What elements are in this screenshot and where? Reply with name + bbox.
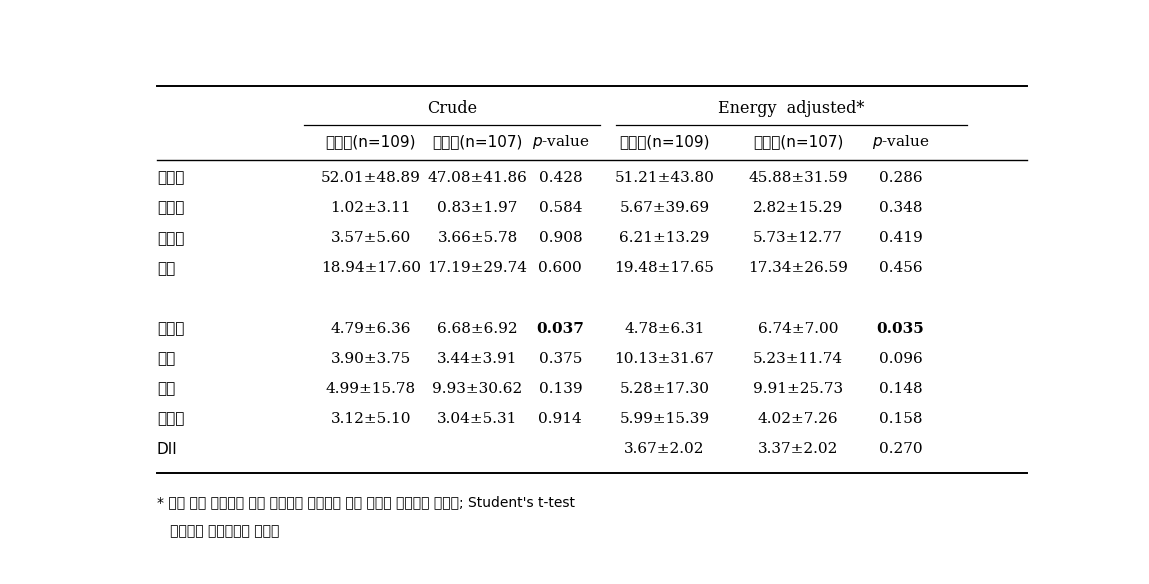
Text: 0.158: 0.158 xyxy=(879,412,923,426)
Text: 5.67±39.69: 5.67±39.69 xyxy=(619,201,710,215)
Text: DII: DII xyxy=(157,442,178,457)
Text: 0.037: 0.037 xyxy=(537,322,585,336)
Text: 생선: 생선 xyxy=(157,261,176,276)
Text: 5.73±12.77: 5.73±12.77 xyxy=(754,231,843,245)
Text: $p$-value: $p$-value xyxy=(532,133,589,151)
Text: 5.23±11.74: 5.23±11.74 xyxy=(753,352,843,366)
Text: 0.419: 0.419 xyxy=(879,231,923,245)
Text: 3.90±3.75: 3.90±3.75 xyxy=(331,352,411,366)
Text: 0.456: 0.456 xyxy=(879,262,923,276)
Text: 0.348: 0.348 xyxy=(879,201,923,215)
Text: Energy  adjusted*: Energy adjusted* xyxy=(718,100,865,117)
Text: 0.584: 0.584 xyxy=(539,201,583,215)
Text: 환자군(n=109): 환자군(n=109) xyxy=(619,134,710,150)
Text: 3.57±5.60: 3.57±5.60 xyxy=(331,231,411,245)
Text: 2.82±15.29: 2.82±15.29 xyxy=(753,201,843,215)
Text: 51.21±43.80: 51.21±43.80 xyxy=(615,171,715,185)
Text: 커피: 커피 xyxy=(157,351,176,366)
Text: 0.375: 0.375 xyxy=(539,352,583,366)
Text: 0.428: 0.428 xyxy=(539,171,583,185)
Text: 0.286: 0.286 xyxy=(879,171,923,185)
Text: 3.12±5.10: 3.12±5.10 xyxy=(331,412,411,426)
Text: 견과류: 견과류 xyxy=(157,412,184,426)
Text: 6.21±13.29: 6.21±13.29 xyxy=(619,231,710,245)
Text: 18.94±17.60: 18.94±17.60 xyxy=(321,262,421,276)
Text: $p$-value: $p$-value xyxy=(872,133,930,151)
Text: 45.88±31.59: 45.88±31.59 xyxy=(748,171,848,185)
Text: 9.93±30.62: 9.93±30.62 xyxy=(432,382,523,396)
Text: 0.83±1.97: 0.83±1.97 xyxy=(438,201,518,215)
Text: 9.91±25.73: 9.91±25.73 xyxy=(753,382,843,396)
Text: 1.02±3.11: 1.02±3.11 xyxy=(331,201,411,215)
Text: 대조군(n=107): 대조군(n=107) xyxy=(753,134,843,150)
Text: 적색육: 적색육 xyxy=(157,171,184,186)
Text: 6.68±6.92: 6.68±6.92 xyxy=(438,322,518,336)
Text: 전곱류: 전곱류 xyxy=(157,321,184,336)
Text: 0.139: 0.139 xyxy=(539,382,583,396)
Text: 17.19±29.74: 17.19±29.74 xyxy=(427,262,527,276)
Text: 17.34±26.59: 17.34±26.59 xyxy=(748,262,848,276)
Text: 0.148: 0.148 xyxy=(879,382,923,396)
Text: 0.914: 0.914 xyxy=(539,412,583,426)
Text: 0.270: 0.270 xyxy=(879,442,923,456)
Text: * 모든 식품 섭취량은 평균 에너지를 보정하는 잔차 방법을 이용하여 계산함; Student's t-test: * 모든 식품 섭취량은 평균 에너지를 보정하는 잔차 방법을 이용하여 계산… xyxy=(157,495,574,509)
Text: Crude: Crude xyxy=(427,100,477,117)
Text: 3.44±3.91: 3.44±3.91 xyxy=(438,352,518,366)
Text: 0.908: 0.908 xyxy=(539,231,583,245)
Text: 4.78±6.31: 4.78±6.31 xyxy=(624,322,704,336)
Text: 이용하여 유의확률를 계산함: 이용하여 유의확률를 계산함 xyxy=(157,524,279,538)
Text: 4.99±15.78: 4.99±15.78 xyxy=(325,382,416,396)
Text: 가금류: 가금류 xyxy=(157,231,184,246)
Text: 47.08±41.86: 47.08±41.86 xyxy=(427,171,527,185)
Text: 대조군(n=107): 대조군(n=107) xyxy=(432,134,523,150)
Text: 4.02±7.26: 4.02±7.26 xyxy=(758,412,839,426)
Text: 3.37±2.02: 3.37±2.02 xyxy=(758,442,839,456)
Text: 4.79±6.36: 4.79±6.36 xyxy=(331,322,411,336)
Text: 0.035: 0.035 xyxy=(877,322,925,336)
Text: 0.600: 0.600 xyxy=(539,262,583,276)
Text: 3.66±5.78: 3.66±5.78 xyxy=(438,231,518,245)
Text: 3.04±5.31: 3.04±5.31 xyxy=(438,412,518,426)
Text: 가공육: 가공육 xyxy=(157,201,184,215)
Text: 3.67±2.02: 3.67±2.02 xyxy=(624,442,704,456)
Text: 6.74±7.00: 6.74±7.00 xyxy=(758,322,839,336)
Text: 5.99±15.39: 5.99±15.39 xyxy=(619,412,710,426)
Text: 19.48±17.65: 19.48±17.65 xyxy=(615,262,715,276)
Text: 10.13±31.67: 10.13±31.67 xyxy=(615,352,715,366)
Text: 0.096: 0.096 xyxy=(879,352,923,366)
Text: 5.28±17.30: 5.28±17.30 xyxy=(619,382,710,396)
Text: 52.01±48.89: 52.01±48.89 xyxy=(321,171,421,185)
Text: 환자군(n=109): 환자군(n=109) xyxy=(325,134,416,150)
Text: 녹차: 녹차 xyxy=(157,381,176,397)
